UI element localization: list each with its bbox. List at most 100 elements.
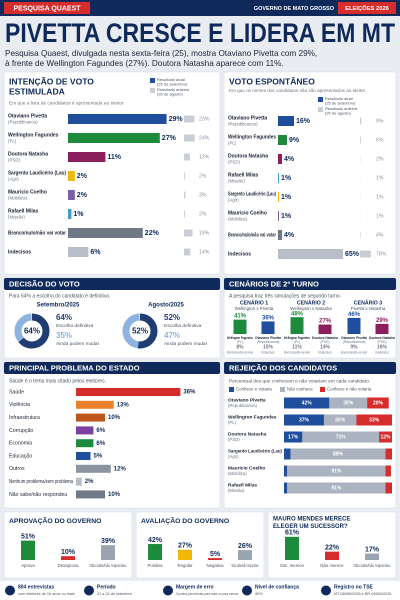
label: Branco/nulo/não vai votar: [227, 350, 254, 354]
tag: PESQUISA QUAEST: [13, 5, 81, 12]
previous-bar: [184, 134, 195, 142]
previous-bar: [184, 248, 191, 256]
label: CENÁRIO 3: [354, 299, 382, 306]
legend-label: (25 de setembro): [157, 81, 188, 86]
election-box: [338, 2, 396, 14]
previous-label: 3%: [199, 192, 207, 198]
value-label: 36%: [262, 315, 275, 321]
label: (PSD): [377, 340, 386, 344]
label: Corrupção: [9, 428, 33, 434]
bar: [76, 426, 94, 435]
footer-icon: [5, 585, 15, 596]
period-label: Setembro/2025: [37, 303, 80, 309]
value-label: 9%: [289, 137, 300, 144]
value-label: 48%: [291, 311, 304, 317]
subtitle: à frente de Wellington Fagundes (27%). D…: [5, 59, 284, 68]
label: Positiva: [147, 563, 163, 568]
previous-bar: [184, 172, 185, 180]
label: Otaviano Pivetta: [228, 115, 267, 121]
value-label: 51%: [21, 533, 36, 540]
label: Nenhum problema/sem problema: [9, 479, 73, 485]
label: (Republicanos): [343, 340, 366, 344]
bar: [278, 173, 279, 183]
previous-bar: [184, 229, 193, 237]
label: (PL): [294, 340, 300, 344]
bar: [278, 249, 343, 259]
value-label: 65%: [345, 251, 360, 258]
value-label: 2%: [77, 192, 88, 199]
label: Economia: [9, 441, 32, 447]
top-bar: [0, 0, 400, 16]
bar: [318, 324, 332, 334]
label: Escolha definitiva: [56, 323, 94, 329]
label: (Republicanos): [228, 121, 258, 126]
legend-label: (25 de setembro): [325, 100, 356, 105]
label: (PL): [8, 138, 17, 143]
label: CENÁRIO 2: [297, 299, 325, 306]
panel-header: [224, 278, 396, 290]
label: (PSD): [228, 159, 240, 164]
value-label: 42%: [148, 537, 163, 544]
label: 16%: [377, 344, 388, 350]
value-label: 10%: [108, 492, 121, 498]
value-label: 16%: [296, 118, 311, 125]
bar: [61, 556, 75, 560]
label: Wellington Fagundes: [228, 134, 276, 140]
value-label: 91%: [331, 468, 342, 474]
label: (Republicanos): [8, 119, 38, 124]
bar: [76, 388, 181, 396]
value-label: 12%: [381, 434, 392, 440]
footer-title: 804 entrevistas: [18, 584, 54, 590]
legend-label: Resultado atual: [325, 96, 353, 101]
label: Negativa: [207, 563, 225, 568]
legend-label: Resultado anterior: [157, 87, 190, 92]
label: (Missão): [228, 488, 245, 493]
label: (Agir): [228, 197, 239, 202]
value-label: 33%: [369, 417, 380, 423]
label: Wellington Fagundes: [284, 336, 310, 340]
value-label: 91%: [331, 485, 342, 491]
donut-arc: [14, 313, 50, 349]
label: Infraestrutura: [9, 415, 40, 421]
legend-label: Conhece e não votaria: [327, 387, 372, 392]
bar-segment: [284, 482, 288, 494]
label: (Republicanos): [257, 340, 280, 344]
value-label: 20%: [373, 400, 384, 406]
footer-text: com eleitores de 16 anos ou mais: [18, 592, 75, 596]
section-title: PRINCIPAL PROBLEMA DO ESTADO: [9, 363, 140, 372]
label: (Missão): [228, 178, 245, 183]
label: (Agir): [8, 176, 19, 181]
label: Doutora Natasha: [228, 431, 267, 437]
label: Não merece: [320, 563, 344, 568]
value-label: 13%: [117, 402, 130, 408]
label: Wellington Fagundes: [227, 336, 253, 340]
value-label: 35%: [56, 331, 72, 340]
label: 8%: [236, 344, 244, 350]
footer-title: Registro no TSE: [334, 584, 374, 590]
label: Doutora Natasha: [369, 336, 396, 340]
footer-bar: [0, 581, 400, 600]
bar: [76, 452, 91, 460]
label: Otaviano Pivetta: [341, 336, 368, 340]
bar: [76, 439, 94, 448]
label: (PL): [228, 420, 237, 425]
label: Rafaell Milas: [228, 172, 259, 178]
legend-swatch: [229, 387, 234, 392]
label: Regular: [177, 563, 193, 568]
previous-label: 78%: [376, 251, 387, 257]
label: Doutora Natasha: [8, 151, 48, 157]
election: ELEIÇÕES 2026: [345, 5, 390, 12]
legend-label: Resultado atual: [157, 77, 185, 82]
previous-label: 6%: [376, 137, 384, 143]
bar: [290, 317, 304, 334]
bar: [278, 211, 279, 221]
label: Branco/nulo/não vai votar: [284, 350, 311, 354]
value-label: 26%: [238, 543, 253, 550]
donut-center: 52%: [132, 327, 148, 336]
legend-label: Conhece e votaria: [236, 387, 272, 392]
section-subtitle: A pesquisa traz três simulações de segun…: [229, 293, 341, 299]
label: Rafaell Milas: [8, 208, 39, 214]
label: Otaviano Pivetta: [255, 336, 282, 340]
section-title: AVALIAÇÃO DO GOVERNO: [141, 516, 229, 525]
